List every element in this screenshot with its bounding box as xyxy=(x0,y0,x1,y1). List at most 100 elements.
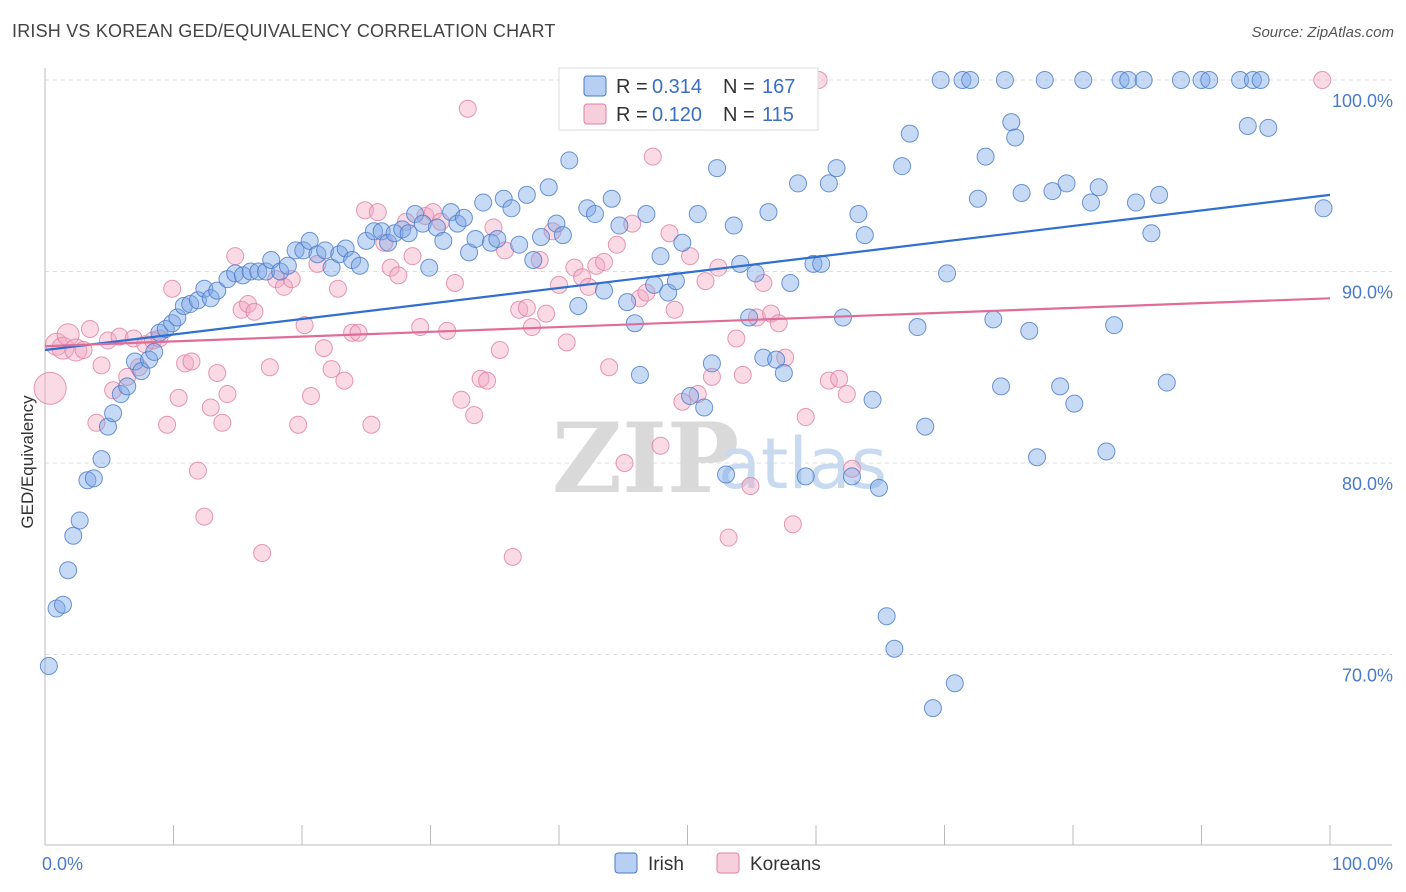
point-irish xyxy=(1043,182,1062,201)
point-irish xyxy=(618,293,637,312)
point-irish xyxy=(569,296,588,315)
point-irish xyxy=(350,256,369,275)
point-koreans xyxy=(213,413,232,432)
series-koreans xyxy=(33,71,1332,566)
point-irish xyxy=(1057,174,1076,193)
trend-line-irish xyxy=(44,193,1331,352)
point-irish xyxy=(1035,71,1054,89)
point-irish xyxy=(1074,71,1093,89)
point-irish xyxy=(560,151,579,170)
point-irish xyxy=(900,124,919,143)
point-irish xyxy=(399,224,418,243)
point-irish xyxy=(804,254,823,273)
point-koreans xyxy=(33,371,67,405)
legend-r-value-irish: 0.314 xyxy=(652,76,702,98)
point-irish xyxy=(1142,224,1161,243)
point-irish xyxy=(336,239,355,258)
point-irish xyxy=(357,231,376,250)
legend-swatch-koreans xyxy=(583,103,607,125)
point-irish xyxy=(111,385,130,404)
axes xyxy=(44,68,1392,846)
point-irish xyxy=(746,264,765,283)
point-koreans xyxy=(537,304,556,323)
point-irish xyxy=(294,241,313,260)
point-irish xyxy=(241,262,260,281)
point-koreans xyxy=(195,507,214,526)
point-koreans xyxy=(424,203,443,222)
point-koreans xyxy=(239,295,258,314)
point-irish xyxy=(420,258,439,277)
point-irish xyxy=(767,350,786,369)
point-irish xyxy=(1012,183,1031,202)
point-irish xyxy=(1111,71,1130,89)
series-irish xyxy=(39,71,1333,718)
point-irish xyxy=(168,308,187,327)
point-koreans xyxy=(452,390,471,409)
point-koreans xyxy=(362,415,381,434)
point-koreans xyxy=(660,224,679,243)
point-irish xyxy=(466,229,485,248)
point-irish xyxy=(1192,71,1211,89)
point-koreans xyxy=(245,302,264,321)
point-irish xyxy=(610,216,629,235)
point-irish xyxy=(781,273,800,292)
point-irish xyxy=(1097,442,1116,461)
point-irish xyxy=(1081,193,1100,212)
point-irish xyxy=(702,354,721,373)
point-irish xyxy=(104,404,123,423)
point-irish xyxy=(249,262,268,281)
point-irish xyxy=(842,467,861,486)
trend-lines xyxy=(44,193,1331,352)
point-irish xyxy=(524,251,543,270)
y-tick-label: 70.0% xyxy=(1342,666,1393,686)
point-koreans xyxy=(471,369,490,388)
point-koreans xyxy=(275,277,294,296)
point-koreans xyxy=(295,316,314,335)
point-irish xyxy=(1002,113,1021,132)
point-irish xyxy=(1126,193,1145,212)
point-irish xyxy=(908,318,927,337)
point-koreans xyxy=(665,300,684,319)
point-irish xyxy=(532,228,551,247)
point-koreans xyxy=(796,408,815,427)
legend-n-value-koreans: 115 xyxy=(762,104,794,126)
point-irish xyxy=(923,699,942,718)
point-koreans xyxy=(615,454,634,472)
point-irish xyxy=(1171,71,1190,89)
point-koreans xyxy=(381,258,400,277)
point-koreans xyxy=(747,308,766,327)
point-irish xyxy=(278,256,297,275)
point-koreans xyxy=(335,371,354,390)
point-irish xyxy=(1243,71,1262,89)
point-irish xyxy=(740,308,759,327)
point-irish xyxy=(938,264,957,283)
y-tick-label: 80.0% xyxy=(1342,474,1393,494)
point-koreans xyxy=(188,461,207,480)
point-irish xyxy=(1157,373,1176,392)
point-irish xyxy=(893,157,912,176)
point-irish xyxy=(651,247,670,266)
point-koreans xyxy=(1313,71,1332,89)
point-irish xyxy=(92,450,111,469)
y-tick-labels: 70.0% 80.0% 90.0% 100.0% xyxy=(1332,91,1393,686)
point-koreans xyxy=(322,360,341,379)
point-irish xyxy=(1065,394,1084,413)
point-irish xyxy=(118,377,137,396)
point-koreans xyxy=(328,279,347,298)
point-koreans xyxy=(517,298,536,317)
point-koreans xyxy=(830,369,849,388)
bottom-legend-swatch-irish xyxy=(614,852,638,874)
y-axis-title: GED/Equivalency xyxy=(18,395,37,529)
point-irish xyxy=(827,159,846,178)
point-irish xyxy=(163,314,182,333)
point-irish xyxy=(708,159,727,178)
point-irish xyxy=(39,656,58,675)
x-tick-label-start: 0.0% xyxy=(42,854,83,874)
point-irish xyxy=(774,363,793,382)
point-irish xyxy=(547,214,566,233)
point-koreans xyxy=(600,358,619,377)
point-koreans xyxy=(565,258,584,277)
point-koreans xyxy=(719,528,738,547)
legend-n-label-irish: N = xyxy=(723,76,755,98)
